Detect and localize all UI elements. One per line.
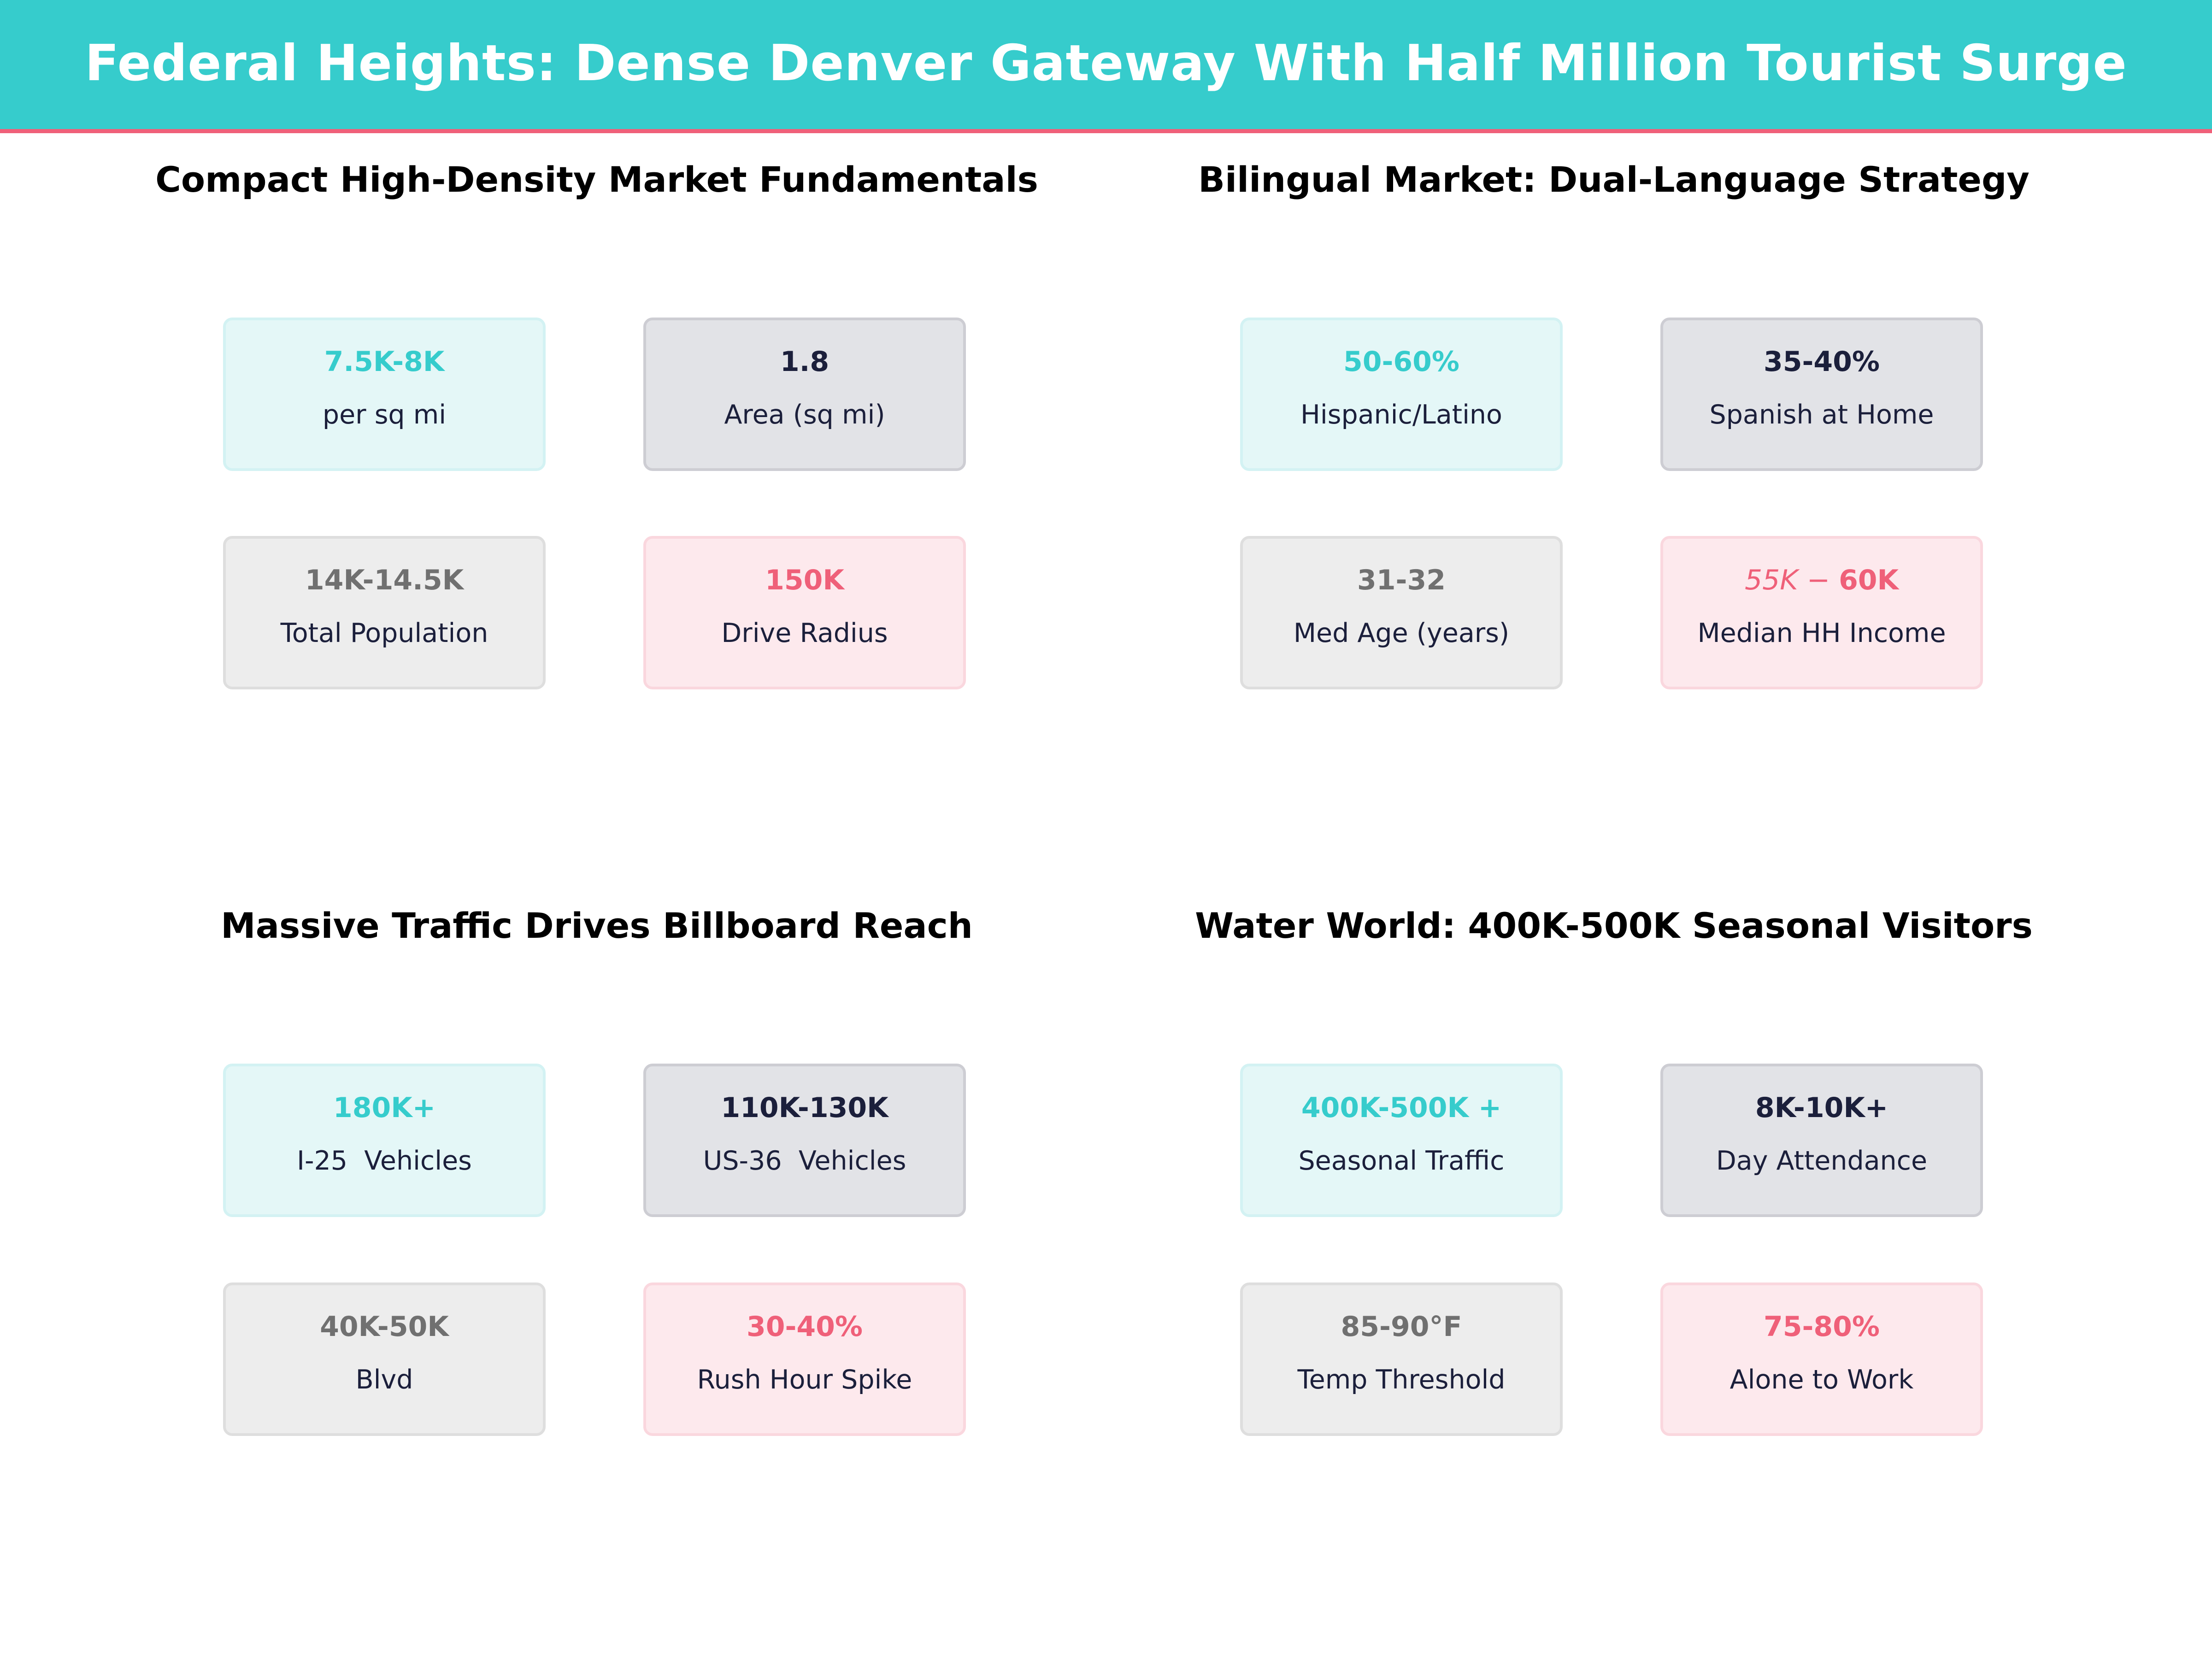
metric-label: Median HH Income <box>1697 618 1946 648</box>
metric-card-density: 7.5K-8K per sq mi <box>223 318 546 471</box>
metric-card-median-age: 31-32 Med Age (years) <box>1240 536 1563 689</box>
metric-value: 31-32 <box>1357 564 1446 596</box>
metric-value-low: 55K <box>1744 564 1798 596</box>
metric-card-area: 1.8 Area (sq mi) <box>643 318 966 471</box>
metric-value: 50-60% <box>1343 346 1459 378</box>
metric-label: Seasonal Traffic <box>1298 1146 1505 1176</box>
metric-label: Total Population <box>280 618 488 648</box>
metric-value: 85-90°F <box>1341 1311 1462 1343</box>
metric-label: Med Age (years) <box>1293 618 1510 648</box>
metric-value: 35-40% <box>1763 346 1880 378</box>
metric-card-alone-to-work: 75-80% Alone to Work <box>1660 1282 1983 1436</box>
metric-card-seasonal-traffic: 400K-500K + Seasonal Traffic <box>1240 1064 1563 1217</box>
metric-card-median-income: 55K − 60K Median HH Income <box>1660 536 1983 689</box>
metric-label: Spanish at Home <box>1709 400 1934 430</box>
metric-value: 1.8 <box>780 346 830 378</box>
metric-card-blvd: 40K-50K Blvd <box>223 1282 546 1436</box>
metric-value: 180K+ <box>333 1092 435 1124</box>
panel-title-market-fundamentals: Compact High-Density Market Fundamentals <box>155 159 1038 200</box>
header-accent-strip <box>0 129 2212 133</box>
metric-card-population: 14K-14.5K Total Population <box>223 536 546 689</box>
metric-card-spanish-home: 35-40% Spanish at Home <box>1660 318 1983 471</box>
metric-card-hispanic: 50-60% Hispanic/Latino <box>1240 318 1563 471</box>
metric-label: per sq mi <box>322 400 447 430</box>
metric-value: 30-40% <box>746 1311 863 1343</box>
metric-value: 40K-50K <box>320 1311 449 1343</box>
metric-label: Alone to Work <box>1730 1365 1914 1395</box>
metric-value: 7.5K-8K <box>324 346 445 378</box>
metric-label: Area (sq mi) <box>724 400 885 430</box>
metric-card-rush-hour: 30-40% Rush Hour Spike <box>643 1282 966 1436</box>
metric-label: Rush Hour Spike <box>697 1365 912 1395</box>
metric-value: 14K-14.5K <box>305 564 464 596</box>
metric-card-i25: 180K+ I-25 Vehicles <box>223 1064 546 1217</box>
metric-label: Hispanic/Latino <box>1300 400 1502 430</box>
metric-value: 400K-500K + <box>1301 1092 1502 1124</box>
metric-label: Blvd <box>355 1365 413 1395</box>
panel-title-water-world: Water World: 400K-500K Seasonal Visitors <box>1195 905 2033 946</box>
metric-label: US-36 Vehicles <box>703 1146 906 1176</box>
metric-card-us36: 110K-130K US-36 Vehicles <box>643 1064 966 1217</box>
metric-value: 55K − 60K <box>1663 564 1980 596</box>
metric-card-day-attendance: 8K-10K+ Day Attendance <box>1660 1064 1983 1217</box>
metric-label: Temp Threshold <box>1297 1365 1506 1395</box>
metric-value: 150K <box>765 564 844 596</box>
metric-card-drive-radius: 150K Drive Radius <box>643 536 966 689</box>
metric-value-separator: − <box>1798 564 1839 596</box>
metric-card-temp-threshold: 85-90°F Temp Threshold <box>1240 1282 1563 1436</box>
metric-value: 75-80% <box>1763 1311 1880 1343</box>
metric-label: I-25 Vehicles <box>297 1146 472 1176</box>
metric-label: Drive Radius <box>721 618 888 648</box>
metric-value-high: 60K <box>1839 564 1899 596</box>
metric-value: 8K-10K+ <box>1755 1092 1888 1124</box>
metric-label: Day Attendance <box>1716 1146 1928 1176</box>
page-title: Federal Heights: Dense Denver Gateway Wi… <box>85 35 2127 92</box>
panel-title-traffic: Massive Traffic Drives Billboard Reach <box>221 905 973 946</box>
metric-value: 110K-130K <box>721 1092 888 1124</box>
header-banner <box>0 0 2212 129</box>
panel-title-bilingual-market: Bilingual Market: Dual-Language Strategy <box>1198 159 2030 200</box>
